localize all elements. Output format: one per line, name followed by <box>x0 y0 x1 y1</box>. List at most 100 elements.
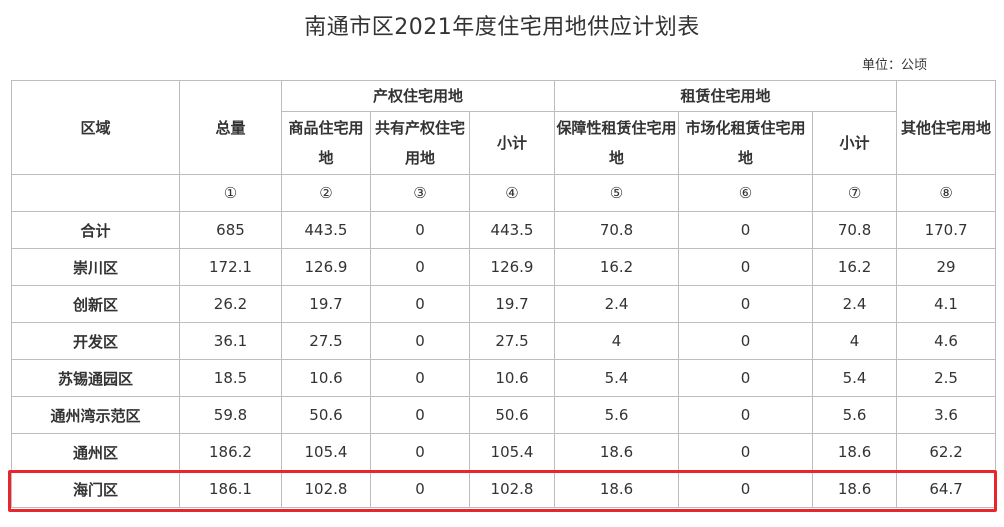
index-cell-empty <box>11 174 180 212</box>
value-cell: 5.4 <box>812 359 898 397</box>
unit-label: 单位：公顷 <box>861 58 927 73</box>
value-cell: 5.6 <box>554 396 680 434</box>
region-cell: 通州区 <box>11 433 180 471</box>
header-other: 其他住宅用地 <box>896 80 997 175</box>
value-cell: 0 <box>370 433 470 471</box>
value-cell: 0 <box>370 396 470 434</box>
value-cell: 3.6 <box>896 396 997 434</box>
value-cell: 685 <box>179 211 282 249</box>
value-cell: 27.5 <box>281 322 371 360</box>
value-cell: 443.5 <box>281 211 371 249</box>
index-row: ① ② ③ ④ ⑤ ⑥ ⑦ ⑧ <box>11 174 997 212</box>
value-cell: 443.5 <box>468 211 556 249</box>
header-subtotal-property: 小计 <box>468 111 556 175</box>
value-cell: 0 <box>370 285 470 323</box>
value-cell: 102.8 <box>281 470 371 508</box>
value-cell: 18.6 <box>554 470 680 508</box>
value-cell: 105.4 <box>281 433 371 471</box>
index-cell: ④ <box>468 174 556 212</box>
value-cell: 27.5 <box>468 322 556 360</box>
value-cell: 102.8 <box>468 470 556 508</box>
value-cell: 186.2 <box>179 433 282 471</box>
value-cell: 126.9 <box>468 248 556 286</box>
index-cell: ⑤ <box>554 174 680 212</box>
value-cell: 2.5 <box>896 359 997 397</box>
value-cell: 18.6 <box>554 433 680 471</box>
region-cell: 苏锡通园区 <box>11 359 180 397</box>
value-cell: 16.2 <box>812 248 898 286</box>
value-cell: 70.8 <box>554 211 680 249</box>
index-cell: ① <box>179 174 282 212</box>
header-rental-group: 租赁住宅用地 <box>554 80 898 112</box>
value-cell: 126.9 <box>281 248 371 286</box>
header-shared: 共有产权住宅用地 <box>370 111 470 175</box>
value-cell: 172.1 <box>179 248 282 286</box>
value-cell: 16.2 <box>554 248 680 286</box>
value-cell: 0 <box>370 211 470 249</box>
index-cell: ② <box>281 174 371 212</box>
value-cell: 19.7 <box>468 285 556 323</box>
value-cell: 70.8 <box>812 211 898 249</box>
value-cell: 0 <box>678 470 814 508</box>
value-cell: 0 <box>678 285 814 323</box>
region-cell: 开发区 <box>11 322 180 360</box>
value-cell: 10.6 <box>468 359 556 397</box>
region-cell: 创新区 <box>11 285 180 323</box>
table-row: 通州区 186.2 105.4 0 105.4 18.6 0 18.6 62.2 <box>11 433 997 471</box>
index-cell: ⑦ <box>812 174 898 212</box>
value-cell: 0 <box>678 322 814 360</box>
value-cell: 62.2 <box>896 433 997 471</box>
value-cell: 0 <box>678 433 814 471</box>
value-cell: 2.4 <box>812 285 898 323</box>
index-cell: ⑥ <box>678 174 814 212</box>
index-cell: ⑧ <box>896 174 997 212</box>
value-cell: 0 <box>678 211 814 249</box>
value-cell: 18.6 <box>812 433 898 471</box>
table-row: 创新区 26.2 19.7 0 19.7 2.4 0 2.4 4.1 <box>11 285 997 323</box>
value-cell: 4.6 <box>896 322 997 360</box>
value-cell: 0 <box>370 470 470 508</box>
value-cell: 18.5 <box>179 359 282 397</box>
header-property-group: 产权住宅用地 <box>280 80 556 112</box>
table-row: 通州湾示范区 59.8 50.6 0 50.6 5.6 0 5.6 3.6 <box>11 396 997 434</box>
index-cell: ③ <box>370 174 470 212</box>
value-cell: 4 <box>812 322 898 360</box>
value-cell: 5.6 <box>812 396 898 434</box>
header-affordable-rental: 保障性租赁住宅用地 <box>554 111 680 175</box>
table-row-highlighted: 海门区 186.1 102.8 0 102.8 18.6 0 18.6 64.7 <box>11 470 997 508</box>
value-cell: 0 <box>678 359 814 397</box>
header-market-rental: 市场化租赁住宅用地 <box>678 111 814 175</box>
value-cell: 0 <box>370 322 470 360</box>
value-cell: 36.1 <box>179 322 282 360</box>
table-row: 开发区 36.1 27.5 0 27.5 4 0 4 4.6 <box>11 322 997 360</box>
value-cell: 2.4 <box>554 285 680 323</box>
header-subtotal-rental: 小计 <box>812 111 898 175</box>
value-cell: 5.4 <box>554 359 680 397</box>
header-total: 总量 <box>179 80 282 175</box>
header-commercial: 商品住宅用地 <box>281 111 371 175</box>
land-supply-table: 区域 总量 产权住宅用地 租赁住宅用地 其他住宅用地 商品住宅用地 共有产权住宅… <box>11 80 997 508</box>
value-cell: 26.2 <box>179 285 282 323</box>
value-cell: 64.7 <box>896 470 997 508</box>
value-cell: 59.8 <box>179 396 282 434</box>
value-cell: 170.7 <box>896 211 997 249</box>
page-title: 南通市区2021年度住宅用地供应计划表 <box>304 15 700 40</box>
value-cell: 10.6 <box>281 359 371 397</box>
value-cell: 0 <box>370 359 470 397</box>
value-cell: 186.1 <box>179 470 282 508</box>
region-cell: 合计 <box>11 211 180 249</box>
table-row: 崇川区 172.1 126.9 0 126.9 16.2 0 16.2 29 <box>11 248 997 286</box>
region-cell: 海门区 <box>11 470 180 508</box>
value-cell: 50.6 <box>468 396 556 434</box>
value-cell: 4 <box>554 322 680 360</box>
value-cell: 18.6 <box>812 470 898 508</box>
value-cell: 0 <box>678 248 814 286</box>
table-row: 合计 685 443.5 0 443.5 70.8 0 70.8 170.7 <box>11 211 997 249</box>
value-cell: 29 <box>896 248 997 286</box>
header-region: 区域 <box>11 80 180 175</box>
value-cell: 0 <box>370 248 470 286</box>
value-cell: 0 <box>678 396 814 434</box>
table-row: 苏锡通园区 18.5 10.6 0 10.6 5.4 0 5.4 2.5 <box>11 359 997 397</box>
region-cell: 通州湾示范区 <box>11 396 180 434</box>
value-cell: 105.4 <box>468 433 556 471</box>
